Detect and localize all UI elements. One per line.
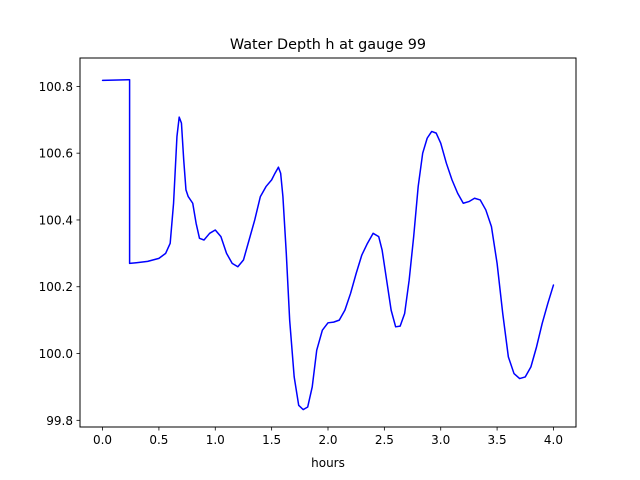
y-tick-label: 100.6 <box>39 147 73 161</box>
y-tick-label: 99.8 <box>46 414 73 428</box>
x-tick-label: 4.0 <box>544 433 563 447</box>
x-tick-label: 2.0 <box>318 433 337 447</box>
chart-title: Water Depth h at gauge 99 <box>230 37 426 53</box>
x-tick-label: 3.0 <box>431 433 450 447</box>
y-tick-label: 100.4 <box>39 213 73 227</box>
x-tick-label: 0.5 <box>149 433 168 447</box>
x-tick-label: 3.5 <box>488 433 507 447</box>
x-tick-label: 2.5 <box>375 433 394 447</box>
y-tick-label: 100.0 <box>39 347 73 361</box>
x-tick-label: 0.0 <box>93 433 112 447</box>
series-line-0 <box>101 78 555 411</box>
x-axis-label: hours <box>311 456 345 470</box>
x-tick-label: 1.0 <box>206 433 225 447</box>
y-tick-label: 100.2 <box>39 280 73 294</box>
x-tick-label: 1.5 <box>262 433 281 447</box>
y-tick-label: 100.8 <box>39 80 73 94</box>
